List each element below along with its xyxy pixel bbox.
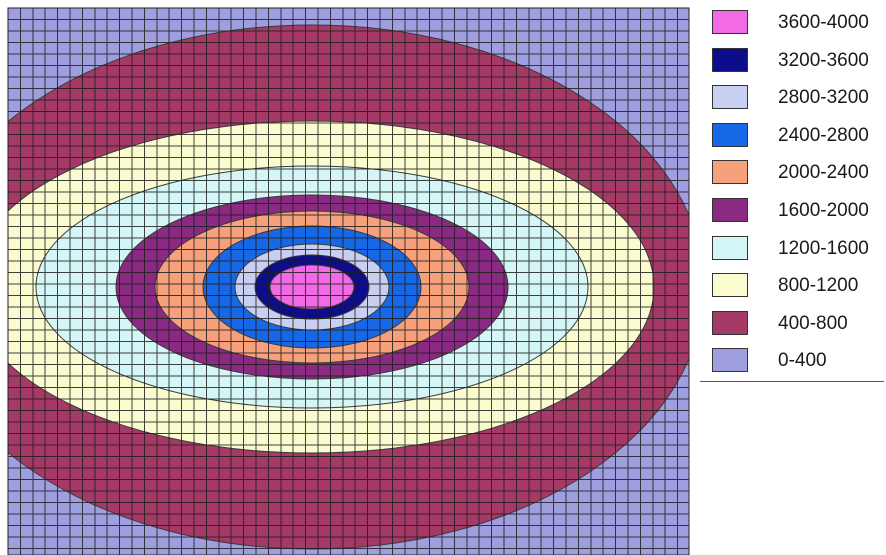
legend-item-3600-4000: 3600-4000 [698,8,886,38]
legend-swatch-3600-4000 [712,10,748,34]
legend-label-0-400: 0-400 [778,350,827,372]
legend-label-1600-2000: 1600-2000 [778,200,869,221]
plot-frame [7,7,690,555]
legend: 3600-4000 3200-3600 2800-3200 2400-2800 … [698,0,886,390]
legend-item-0-400: 0-400 [698,346,886,376]
legend-label-2000-2400: 2000-2400 [778,162,869,184]
legend-item-2400-2800: 2400-2800 [698,121,886,151]
legend-swatch-1200-1600 [712,235,748,260]
legend-item-1200-1600: 1200-1600 [698,234,886,264]
legend-item-2800-3200: 2800-3200 [698,83,886,113]
legend-swatch-2400-2800 [712,122,748,147]
grid-lines [8,8,689,555]
legend-swatch-3200-3600 [712,47,748,72]
legend-label-800-1200: 800-1200 [778,275,859,297]
legend-label-400-800: 400-800 [778,312,848,334]
legend-swatch-2800-3200 [712,85,748,110]
legend-item-1600-2000: 1600-2000 [698,196,886,226]
contour-plot [7,7,690,555]
legend-label-1200-1600: 1200-1600 [778,237,869,259]
legend-item-2000-2400: 2000-2400 [698,158,886,188]
legend-swatch-0-400 [712,348,748,373]
legend-item-800-1200: 800-1200 [698,271,886,301]
legend-label-2800-3200: 2800-3200 [778,87,869,109]
legend-swatch-1600-2000 [712,198,748,222]
legend-item-400-800: 400-800 [698,309,886,339]
legend-item-3200-3600: 3200-3600 [698,46,886,76]
legend-label-2400-2800: 2400-2800 [778,124,869,146]
legend-divider [700,381,884,382]
legend-swatch-800-1200 [712,273,748,298]
legend-label-3200-3600: 3200-3600 [778,49,869,71]
legend-swatch-2000-2400 [712,160,748,185]
legend-swatch-400-800 [712,310,748,335]
legend-label-3600-4000: 3600-4000 [778,12,869,33]
contour-band-3600-4000 [269,264,355,310]
